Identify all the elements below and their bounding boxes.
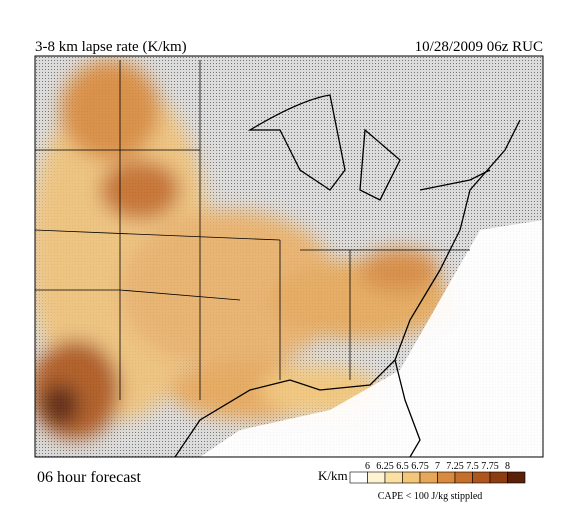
colorbar-swatch [384,471,403,484]
valid-time: 10/28/2009 06z RUC [415,39,543,55]
colorbar-swatch [472,471,491,484]
forecast-label: 06 hour forecast [37,469,142,486]
colorbar-tick-label: 7.25 [446,461,464,472]
colorbar-unit: K/km [318,468,348,483]
colorbar-tick-label: 6.5 [396,461,409,472]
colorbar-swatch [367,471,386,484]
colorbar: 6 6.25 6.5 6.75 7 7.25 7.5 7.75 8 [349,461,526,484]
colorbar-swatch [437,471,456,484]
colorbar-tick-label: 6.25 [376,461,394,472]
colorbar-swatch [489,471,508,484]
colorbar-tick-label: 7 [435,461,440,472]
colorbar-tick-label: 7.5 [466,461,479,472]
colorbar-swatch [349,471,368,484]
colorbar-tick-label: 7.75 [481,461,499,472]
colorbar-tick-label: 8 [505,461,510,472]
colorbar-swatch [507,471,526,484]
colorbar-tick-label: 6.75 [411,461,429,472]
map-title: 3-8 km lapse rate (K/km) [35,39,187,55]
colorbar-swatch [419,471,438,484]
colorbar-swatch [402,471,421,484]
map-field [35,56,543,457]
colorbar-note: CAPE < 100 J/kg stippled [378,491,483,502]
colorbar-tick-label: 6 [365,461,370,472]
colorbar-swatch [454,471,473,484]
